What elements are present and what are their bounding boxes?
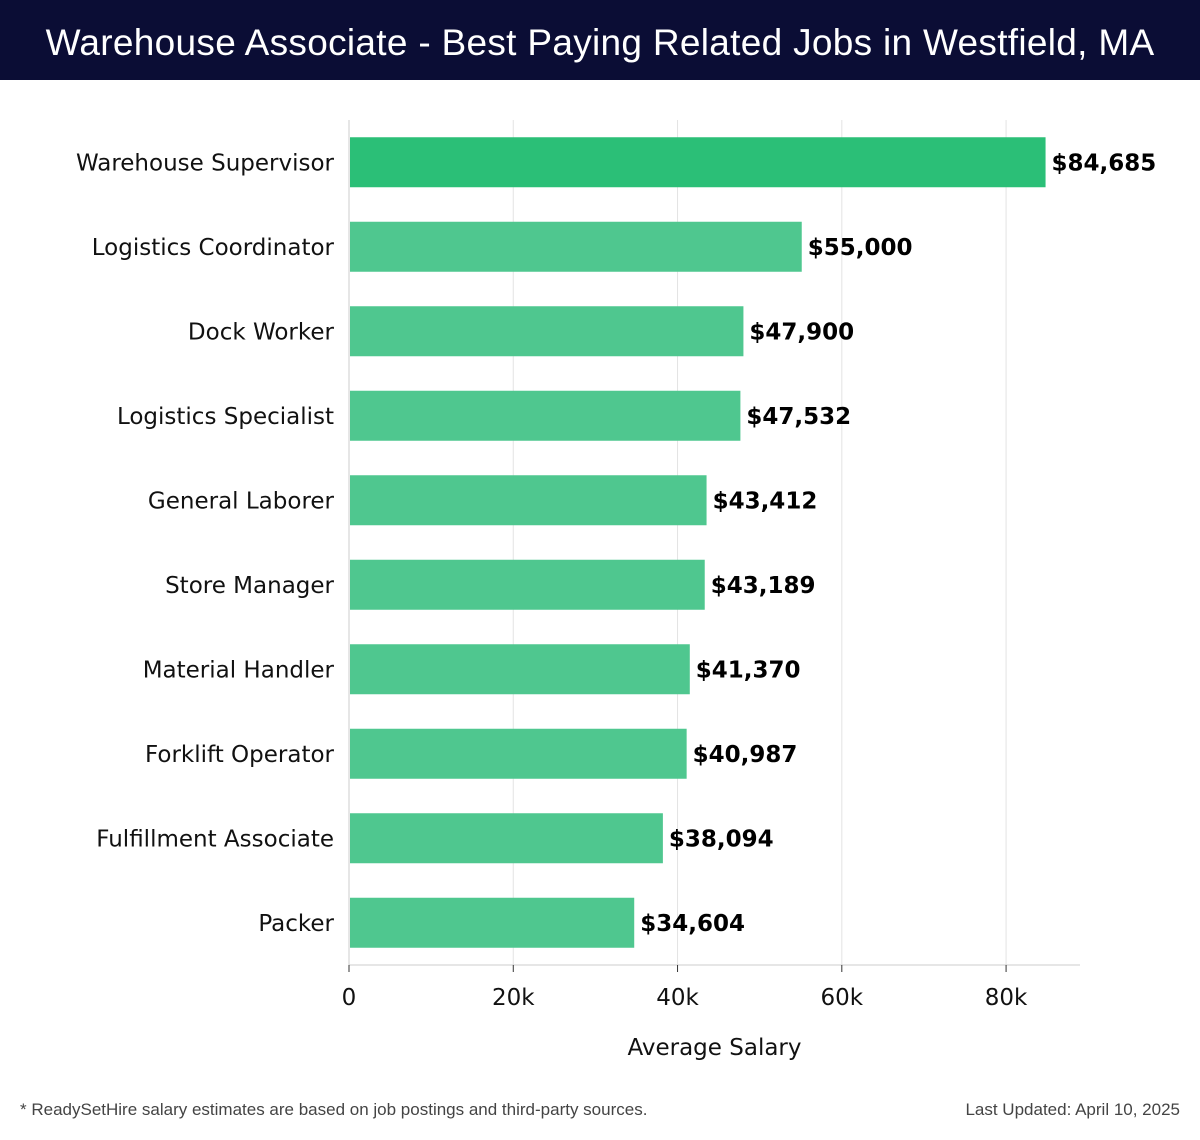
last-updated: Last Updated: April 10, 2025 [965, 1100, 1180, 1119]
data-label: $47,532 [746, 404, 851, 430]
header-bar: Warehouse Associate - Best Paying Relate… [0, 0, 1200, 80]
category-label: Forklift Operator [145, 742, 335, 768]
footer-note: * ReadySetHire salary estimates are base… [20, 1100, 648, 1119]
category-label: Dock Worker [188, 319, 335, 345]
x-tick-label: 0 [342, 985, 357, 1011]
data-label: $55,000 [808, 235, 913, 261]
bar [350, 559, 705, 610]
bar [350, 137, 1046, 188]
category-label: General Laborer [148, 488, 335, 514]
x-tick-label: 20k [492, 985, 535, 1011]
bar [350, 897, 635, 948]
page-title: Warehouse Associate - Best Paying Relate… [45, 22, 1155, 63]
category-label: Fulfillment Associate [96, 826, 334, 852]
data-label: $40,987 [693, 742, 798, 768]
data-label: $43,189 [711, 573, 816, 599]
category-label: Material Handler [143, 657, 335, 683]
category-label: Logistics Specialist [117, 404, 334, 430]
x-tick-label: 80k [985, 985, 1028, 1011]
bar [350, 390, 741, 441]
data-label: $41,370 [696, 657, 801, 683]
category-label: Store Manager [165, 573, 334, 599]
x-tick-label: 60k [821, 985, 864, 1011]
category-label: Packer [258, 911, 334, 937]
bar [350, 644, 690, 695]
category-label: Warehouse Supervisor [76, 150, 335, 176]
data-label: $34,604 [640, 911, 745, 937]
data-label: $43,412 [713, 488, 818, 514]
data-label: $47,900 [749, 319, 854, 345]
bar [350, 475, 707, 526]
bar [350, 813, 663, 864]
bar [350, 728, 687, 779]
bar [350, 221, 802, 272]
x-axis-title: Average Salary [627, 1035, 801, 1061]
data-label: $84,685 [1052, 150, 1157, 176]
salary-bar-chart: Warehouse Supervisor $84,685 Logistics Coo… [76, 120, 1157, 1061]
x-tick-label: 40k [656, 985, 699, 1011]
data-label: $38,094 [669, 826, 774, 852]
bar [350, 306, 744, 357]
category-label: Logistics Coordinator [92, 235, 335, 261]
